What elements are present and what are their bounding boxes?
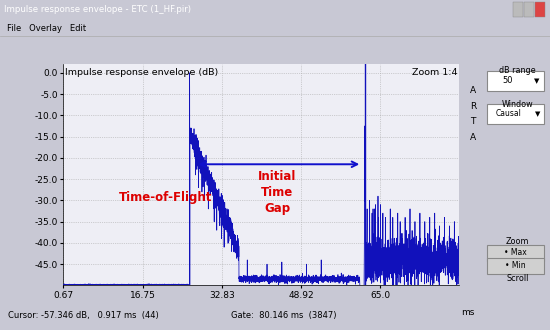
Bar: [513, 2, 522, 17]
Text: A: A: [470, 133, 476, 142]
Bar: [535, 2, 544, 17]
Text: Scroll: Scroll: [507, 274, 529, 283]
Text: Impulse response envelope - ETC (1_HF.pir): Impulse response envelope - ETC (1_HF.pi…: [4, 5, 191, 14]
Text: Window: Window: [502, 100, 534, 109]
Text: • Min: • Min: [505, 261, 525, 271]
FancyBboxPatch shape: [487, 71, 544, 91]
FancyBboxPatch shape: [487, 104, 544, 124]
Text: ▼: ▼: [535, 111, 541, 117]
Text: dB range: dB range: [499, 66, 536, 76]
Text: R: R: [470, 102, 476, 111]
Text: Initial
Time
Gap: Initial Time Gap: [258, 170, 296, 215]
Text: Cursor: -57.346 dB,   0.917 ms  (44): Cursor: -57.346 dB, 0.917 ms (44): [8, 311, 159, 320]
Bar: [524, 2, 534, 17]
Text: Zoom 1:4: Zoom 1:4: [412, 68, 457, 77]
Text: Impulse response envelope (dB): Impulse response envelope (dB): [65, 68, 218, 77]
FancyBboxPatch shape: [487, 258, 544, 275]
Text: File   Overlay   Edit: File Overlay Edit: [7, 24, 86, 33]
Text: Gate:  80.146 ms  (3847): Gate: 80.146 ms (3847): [231, 311, 337, 320]
Text: Zoom: Zoom: [506, 237, 529, 246]
Text: Causal: Causal: [496, 109, 522, 118]
Text: T: T: [471, 117, 476, 126]
Text: A: A: [470, 86, 476, 95]
Text: Time-of-Flight: Time-of-Flight: [119, 190, 212, 204]
FancyBboxPatch shape: [487, 245, 544, 261]
Text: ▼: ▼: [534, 78, 539, 84]
Text: ms: ms: [461, 308, 475, 316]
Text: 50: 50: [502, 76, 513, 85]
Text: • Max: • Max: [504, 248, 526, 257]
